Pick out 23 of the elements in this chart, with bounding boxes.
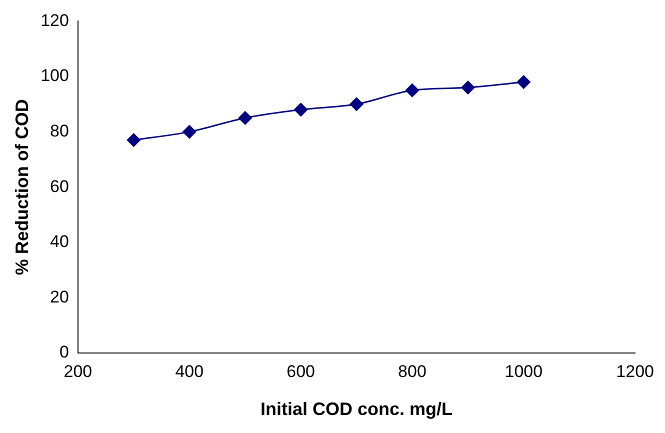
y-tick-label: 40 (50, 232, 69, 252)
y-tick-label: 0 (59, 342, 69, 362)
x-tick-label: 1200 (616, 362, 654, 381)
x-tick-label: 400 (175, 362, 204, 381)
y-tick-label: 100 (40, 66, 69, 86)
y-axis-title: % Reduction of COD (12, 99, 32, 276)
y-tick-label: 80 (50, 121, 69, 140)
x-tick-label: 800 (398, 362, 426, 381)
point (461, 80, 475, 94)
point (405, 84, 419, 98)
y-tick-label: 20 (50, 287, 69, 306)
point (294, 102, 308, 116)
point (182, 125, 196, 139)
x-tick-label: 1000 (504, 362, 543, 381)
y-tick-label: 120 (40, 10, 69, 30)
y-tick-label: 60 (50, 176, 69, 196)
point (238, 111, 252, 125)
point (516, 75, 530, 89)
x-tick-label: 600 (286, 362, 315, 381)
point (126, 133, 140, 147)
point (350, 97, 364, 111)
x-tick-label: 200 (64, 362, 92, 381)
x-axis-title: Initial COD conc. mg/L (260, 399, 453, 420)
